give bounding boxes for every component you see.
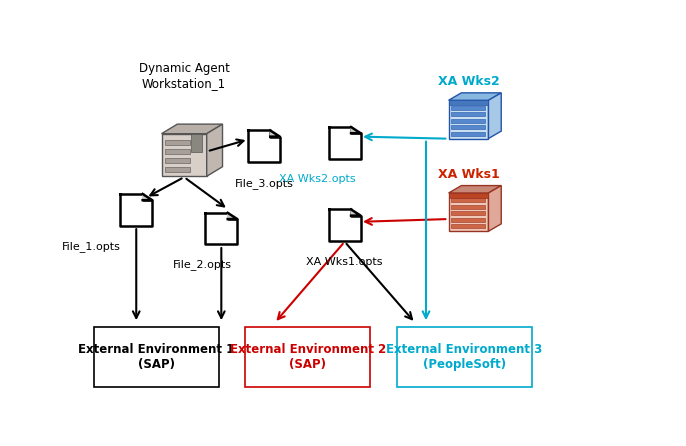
Text: External Environment 2
(SAP): External Environment 2 (SAP) [230, 343, 386, 371]
Bar [165, 167, 190, 172]
Polygon shape [488, 93, 501, 139]
Text: File_1.opts: File_1.opts [62, 241, 121, 252]
Text: File_3.opts: File_3.opts [235, 178, 294, 189]
Bar [451, 205, 485, 209]
Polygon shape [449, 100, 488, 139]
Text: File_2.opts: File_2.opts [173, 260, 233, 270]
Bar [451, 198, 485, 202]
Polygon shape [449, 93, 501, 100]
Polygon shape [205, 213, 237, 244]
Polygon shape [161, 134, 206, 176]
FancyBboxPatch shape [397, 326, 532, 387]
Polygon shape [248, 130, 280, 162]
Polygon shape [270, 130, 280, 136]
Bar [449, 193, 488, 198]
FancyBboxPatch shape [94, 326, 219, 387]
Polygon shape [329, 210, 361, 241]
Text: External Environment 1
(SAP): External Environment 1 (SAP) [78, 343, 235, 371]
Polygon shape [351, 210, 361, 215]
Polygon shape [161, 124, 222, 134]
Bar [451, 211, 485, 215]
Polygon shape [488, 186, 501, 231]
Bar [165, 158, 190, 163]
Bar [191, 134, 202, 153]
Text: Dynamic Agent
Workstation_1: Dynamic Agent Workstation_1 [139, 62, 230, 90]
Polygon shape [329, 127, 361, 159]
Bar [451, 119, 485, 123]
Bar [451, 112, 485, 116]
Bar [165, 149, 190, 154]
Polygon shape [206, 124, 222, 176]
Bar [451, 224, 485, 228]
Bar [451, 218, 485, 222]
Text: XA Wks1: XA Wks1 [438, 168, 499, 181]
Polygon shape [228, 213, 237, 219]
Bar [451, 106, 485, 110]
Polygon shape [351, 127, 361, 133]
Bar [449, 100, 488, 105]
Bar [451, 132, 485, 136]
Text: XA Wks1.opts: XA Wks1.opts [307, 257, 383, 267]
Bar [451, 125, 485, 129]
Text: XA Wks2: XA Wks2 [438, 75, 499, 88]
Text: XA Wks2.opts: XA Wks2.opts [279, 173, 355, 184]
Text: External Environment 3
(PeopleSoft): External Environment 3 (PeopleSoft) [386, 343, 543, 371]
Polygon shape [143, 194, 152, 200]
Polygon shape [449, 186, 501, 193]
Bar [165, 140, 190, 145]
Polygon shape [449, 193, 488, 231]
FancyBboxPatch shape [246, 326, 370, 387]
Polygon shape [120, 194, 152, 226]
